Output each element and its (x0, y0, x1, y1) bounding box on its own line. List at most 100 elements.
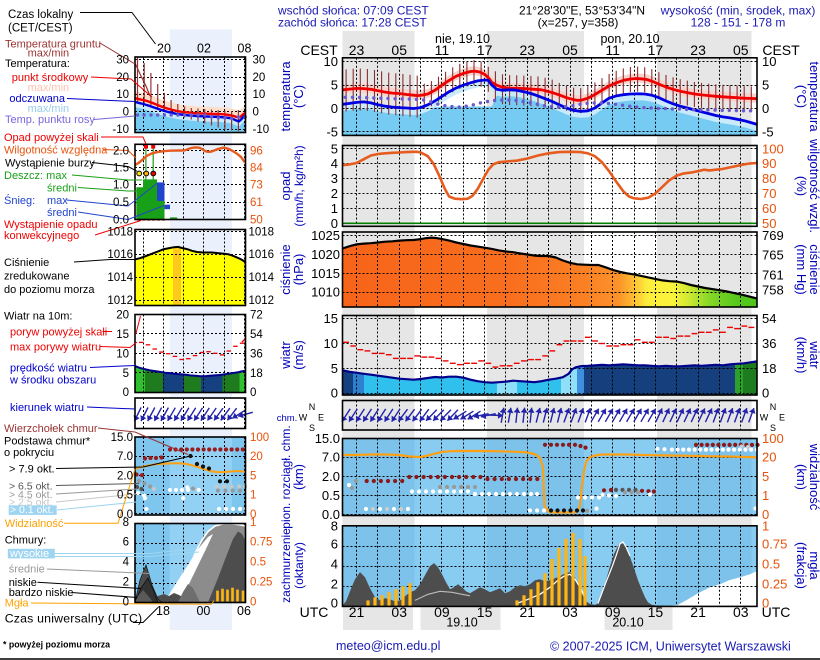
svg-text:4: 4 (123, 557, 130, 569)
svg-text:90: 90 (762, 156, 776, 171)
svg-text:max: max (47, 195, 68, 207)
svg-text:2.0: 2.0 (113, 145, 129, 157)
svg-text:średni: średni (47, 207, 77, 219)
svg-text:5: 5 (762, 469, 769, 484)
svg-text:0: 0 (250, 387, 256, 399)
svg-text:W: W (760, 413, 769, 423)
svg-text:0: 0 (762, 101, 769, 116)
svg-text:> 7.9 okt.: > 7.9 okt. (9, 464, 55, 476)
svg-text:61: 61 (250, 197, 263, 209)
svg-text:pon, 20.10: pon, 20.10 (600, 32, 659, 46)
svg-text:10: 10 (253, 89, 266, 101)
svg-text:80: 80 (762, 171, 776, 186)
svg-text:-5: -5 (762, 124, 774, 139)
svg-text:21°28'30"E, 53°53'34"N: 21°28'30"E, 53°53'34"N (519, 4, 645, 18)
svg-text:Widzialność: Widzialność (5, 518, 64, 530)
svg-text:* powyżej poziomu morza: * powyżej poziomu morza (3, 640, 110, 650)
svg-text:1015: 1015 (311, 266, 340, 281)
svg-text:Mgła: Mgła (5, 598, 30, 610)
svg-text:23: 23 (690, 42, 706, 58)
svg-text:21: 21 (520, 604, 536, 620)
svg-text:09: 09 (605, 604, 621, 620)
svg-text:1: 1 (250, 517, 256, 529)
svg-text:21: 21 (349, 604, 365, 620)
svg-text:03: 03 (391, 604, 407, 620)
svg-text:00: 00 (196, 604, 210, 618)
svg-text:-10: -10 (253, 124, 270, 136)
svg-text:(°C): (°C) (794, 85, 809, 108)
svg-text:© 2007-2025 ICM, Uniwersytet W: © 2007-2025 ICM, Uniwersytet Warszawski (550, 640, 791, 654)
svg-text:758: 758 (762, 283, 784, 298)
svg-text:20.10: 20.10 (612, 616, 643, 630)
svg-text:max porywy wiatru: max porywy wiatru (10, 342, 101, 354)
svg-text:max/min: max/min (28, 48, 70, 60)
svg-text:769: 769 (762, 228, 784, 243)
svg-text:18: 18 (250, 368, 263, 380)
svg-text:1: 1 (250, 490, 256, 502)
svg-text:0: 0 (762, 596, 769, 611)
svg-text:761: 761 (762, 267, 784, 282)
svg-text:15: 15 (324, 311, 338, 326)
svg-text:11: 11 (435, 42, 450, 58)
svg-text:W: W (299, 413, 308, 423)
svg-text:20: 20 (253, 72, 266, 84)
svg-text:08: 08 (238, 42, 252, 56)
svg-text:84: 84 (250, 163, 263, 175)
svg-text:(m/s): (m/s) (291, 340, 306, 370)
svg-text:(%): (%) (794, 176, 809, 196)
svg-text:poryw powyżej skali: poryw powyżej skali (10, 327, 107, 339)
svg-text:0.0: 0.0 (113, 214, 129, 226)
svg-text:Czas lokalny: Czas lokalny (8, 9, 73, 21)
svg-text:Temperatura:: Temperatura: (5, 58, 70, 70)
svg-text:wiatr: wiatr (807, 340, 820, 369)
svg-text:E: E (779, 413, 785, 423)
svg-text:wysokość (min, środek, max): wysokość (min, środek, max) (660, 4, 816, 18)
svg-text:15.0: 15.0 (111, 432, 133, 444)
svg-text:100: 100 (762, 431, 784, 446)
svg-text:5: 5 (123, 368, 129, 380)
svg-text:niskie: niskie (9, 577, 37, 589)
svg-text:15: 15 (477, 604, 493, 620)
svg-text:05: 05 (562, 42, 578, 58)
svg-text:10: 10 (324, 54, 338, 69)
svg-text:(x=257, y=358): (x=257, y=358) (538, 16, 619, 30)
svg-text:zachmurzenie: zachmurzenie (279, 528, 293, 603)
svg-text:max/min: max/min (28, 103, 70, 115)
svg-text:punkt środkowy: punkt środkowy (12, 72, 89, 84)
svg-text:21: 21 (690, 604, 706, 620)
svg-text:0: 0 (331, 386, 338, 401)
svg-text:5: 5 (250, 470, 256, 482)
svg-text:UTC: UTC (300, 604, 329, 620)
svg-text:5: 5 (331, 361, 338, 376)
svg-text:1010: 1010 (311, 285, 340, 300)
svg-text:S: S (309, 423, 315, 433)
svg-text:N: N (309, 402, 316, 412)
svg-text:06: 06 (237, 604, 251, 618)
svg-text:0.5: 0.5 (250, 557, 266, 569)
svg-text:54: 54 (762, 311, 776, 326)
svg-text:0: 0 (331, 101, 338, 116)
svg-text:(km): (km) (794, 464, 809, 490)
svg-text:0.75: 0.75 (762, 536, 787, 551)
svg-text:1018: 1018 (249, 227, 275, 239)
svg-text:6: 6 (123, 537, 129, 549)
svg-text:bardzo niskie: bardzo niskie (9, 587, 74, 599)
svg-text:(mm Hg): (mm Hg) (794, 244, 809, 295)
svg-text:0: 0 (123, 597, 129, 609)
svg-text:Wiatr na 10m:: Wiatr na 10m: (4, 311, 72, 323)
svg-text:1014: 1014 (249, 272, 275, 284)
svg-text:w środku obszaru: w środku obszaru (9, 375, 96, 387)
svg-text:pion. rozciągł. chm.: pion. rozciągł. chm. (279, 425, 293, 528)
svg-text:17: 17 (648, 42, 664, 58)
svg-text:> 0.1 okt.: > 0.1 okt. (10, 504, 54, 516)
svg-text:3: 3 (331, 171, 338, 186)
svg-text:0.75: 0.75 (250, 537, 272, 549)
svg-text:7.0: 7.0 (322, 450, 340, 465)
svg-text:widzialność: widzialność (807, 443, 820, 511)
svg-text:20: 20 (116, 310, 129, 322)
svg-text:15.0: 15.0 (315, 431, 340, 446)
svg-text:0: 0 (762, 386, 769, 401)
svg-text:1018: 1018 (107, 227, 133, 239)
svg-text:18: 18 (156, 604, 170, 618)
svg-text:temperatura: temperatura (278, 61, 293, 132)
